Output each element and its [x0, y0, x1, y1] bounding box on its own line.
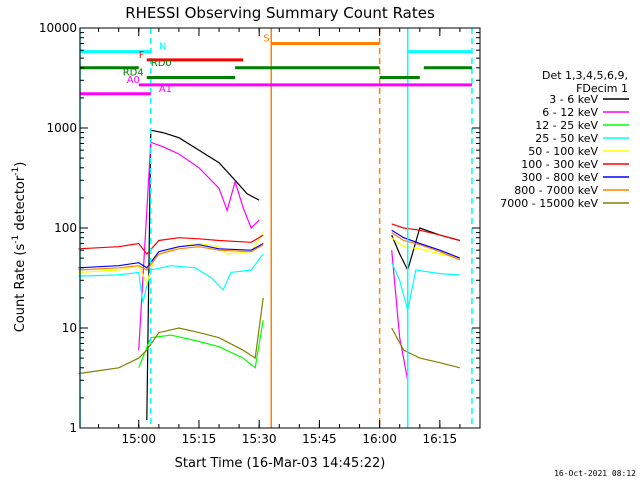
- chart-title: RHESSI Observing Summary Count Rates: [125, 4, 435, 22]
- series-line-1: [138, 141, 409, 381]
- legend-header-0: Det 1,3,4,5,6,9,: [542, 69, 628, 82]
- x-tick-label-2: 15:30: [242, 432, 277, 446]
- legend-label-7: 800 - 7000 keV: [514, 184, 598, 197]
- x-axis-label: Start Time (16-Mar-03 14:45:22): [175, 456, 386, 471]
- plot-timestamp: 16-Oct-2021 08:12: [554, 469, 636, 478]
- state-label-3: RD0: [151, 58, 172, 69]
- state-label-5: A0: [127, 75, 140, 86]
- series-line-7: [78, 232, 461, 271]
- state-label-4: RD4: [123, 67, 144, 78]
- series-layer: [78, 129, 461, 421]
- series-line-8: [78, 297, 461, 375]
- series-line-2: [138, 320, 264, 369]
- y-tick-label-0: 1: [69, 421, 77, 435]
- x-tick-label-3: 15:45: [302, 432, 337, 446]
- y-tick-label-2: 100: [54, 221, 77, 235]
- y-tick-label-4: 10000: [39, 21, 77, 35]
- legend-label-8: 7000 - 15000 keV: [500, 197, 598, 210]
- series-line-6: [78, 229, 461, 269]
- x-tick-label-5: 16:15: [423, 432, 458, 446]
- state-label-2: F: [139, 50, 145, 61]
- legend-label-5: 100 - 300 keV: [521, 158, 598, 171]
- y-tick-label-3: 1000: [46, 121, 77, 135]
- legend-label-6: 300 - 800 keV: [521, 171, 598, 184]
- state-label-1: S: [263, 33, 269, 44]
- x-tick-label-1: 15:15: [182, 432, 217, 446]
- legend-label-3: 25 - 50 keV: [535, 132, 598, 145]
- legend-label-0: 3 - 6 keV: [549, 93, 598, 106]
- legend-label-1: 6 - 12 keV: [542, 106, 598, 119]
- y-tick-label-1: 10: [62, 321, 77, 335]
- state-label-6: A1: [159, 84, 172, 95]
- state-label-0: N: [159, 42, 166, 53]
- legend-header-1: FDecim 1: [576, 82, 628, 95]
- x-tick-label-4: 16:00: [362, 432, 397, 446]
- x-tick-label-0: 15:00: [121, 432, 156, 446]
- legend-label-4: 50 - 100 keV: [528, 145, 598, 158]
- legend-label-2: 12 - 25 keV: [535, 119, 598, 132]
- axis-layer: 1 10 100 1000 10000 15:00 15:15 15:30 15:45 16:00…: [39, 21, 481, 446]
- series-line-3: [78, 253, 460, 311]
- y-axis-label: Count Rate (s-1 detector-1): [11, 162, 28, 333]
- series-line-5: [78, 223, 461, 255]
